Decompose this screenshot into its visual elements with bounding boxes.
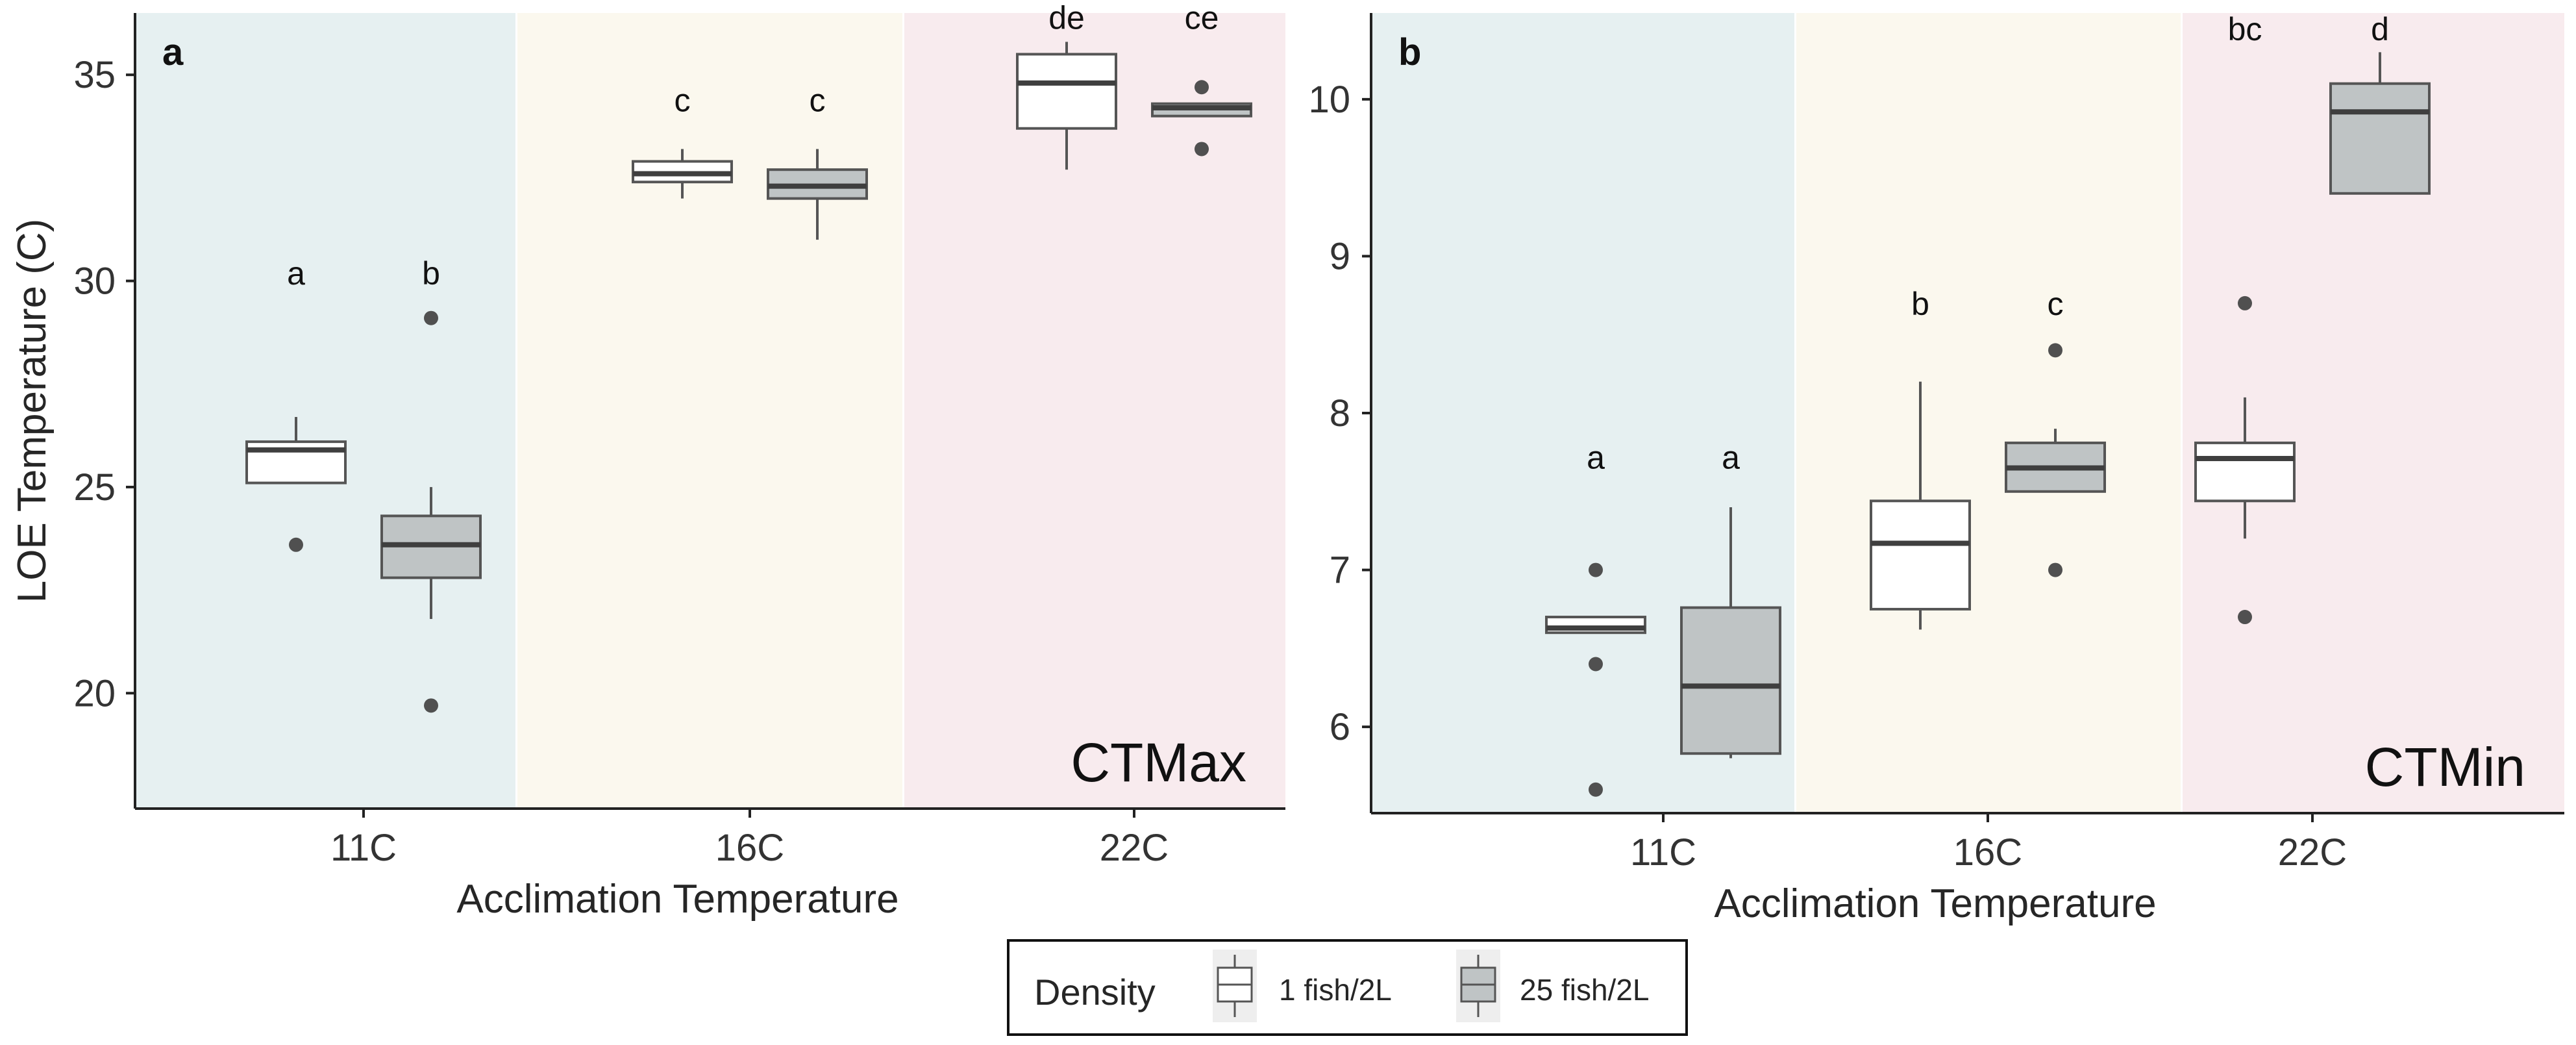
x-tick-label: 16C [715, 827, 784, 869]
outlier-point [2238, 610, 2252, 625]
background-band-16C [517, 13, 902, 809]
panel-label: b [1398, 31, 1421, 73]
legend-title: Density [1034, 972, 1156, 1013]
legend-frame [1007, 939, 1688, 1036]
boxplot-22C-25fish: ce [1151, 0, 1252, 157]
y-tick-label: 6 [1330, 706, 1350, 748]
significance-letter: ce [1185, 0, 1219, 36]
significance-letter: d [2371, 11, 2389, 47]
y-tick-label: 9 [1330, 235, 1350, 277]
y-tick-label: 35 [73, 54, 116, 96]
y-tick-label: 20 [73, 672, 116, 714]
significance-letter: de [1048, 0, 1085, 36]
outlier-point [2048, 343, 2062, 358]
y-tick-label: 30 [73, 260, 116, 303]
background-band-11C [135, 13, 515, 809]
significance-letter: a [287, 255, 305, 292]
significance-letter: a [1587, 440, 1605, 476]
boxplot-22C-25fish: d [2329, 11, 2431, 195]
significance-letter: c [675, 82, 691, 118]
legend: Density 1 fish/2L 25 fish/2L [1007, 939, 1688, 1036]
x-axis-title: Acclimation Temperature [456, 877, 898, 922]
x-tick-label: 11C [1630, 831, 1696, 874]
boxplot-16C-1fish: b [1870, 286, 1971, 630]
legend-item-label: 1 fish/2L [1279, 973, 1392, 1007]
box-body [1016, 53, 1117, 130]
significance-letter: b [1911, 286, 1929, 322]
boxplot-16C-1fish: c [632, 82, 733, 199]
boxplot-22C-1fish: de [1016, 0, 1117, 170]
box-body [1870, 499, 1971, 611]
outlier-point [2048, 562, 2062, 577]
boxplot-22C-1fish: bc [2194, 11, 2296, 625]
x-axis-title: Acclimation Temperature [1714, 881, 2156, 926]
significance-letter: c [2048, 286, 2064, 322]
corner-label: CTMin [2365, 737, 2525, 798]
box-body [2329, 82, 2431, 195]
significance-letter: bc [2228, 11, 2262, 47]
corner-label: CTMax [1071, 732, 1246, 793]
y-tick-label: 25 [73, 466, 116, 509]
x-tick-label: 16C [1953, 831, 2022, 874]
outlier-point [424, 698, 438, 713]
panel-b: 6 7 8 9 10 11C 16C 22C Acclimation Temperature a a… [1308, 11, 2564, 926]
boxplot-11C-1fish: a [245, 255, 347, 552]
x-tick-label: 22C [2278, 831, 2347, 874]
boxplot-11C-25fish: a [1680, 440, 1781, 759]
outlier-point [1589, 782, 1603, 797]
boxplot-16C-25fish: c [767, 82, 868, 240]
boxplot-11C-1fish: a [1545, 440, 1646, 797]
x-tick-label: 22C [1100, 827, 1169, 869]
y-tick-label: 7 [1330, 549, 1350, 592]
significance-letter: c [810, 82, 826, 118]
outlier-point [1589, 657, 1603, 672]
y-axis-title: LOE Temperature (C) [10, 219, 55, 603]
boxplot-11C-25fish: b [380, 255, 482, 713]
boxplot-16C-25fish: c [2005, 286, 2106, 577]
y-tick-label: 10 [1308, 79, 1350, 121]
background-band-16C [1796, 13, 2181, 813]
significance-letter: b [422, 255, 440, 292]
panel-a: 20 25 30 35 11C 16C 22C Acclimation Temperature… [10, 0, 1285, 922]
y-tick-label: 8 [1330, 392, 1350, 434]
outlier-point [1195, 80, 1209, 95]
outlier-point [1195, 142, 1209, 157]
outlier-point [2238, 296, 2252, 310]
outlier-point [289, 537, 303, 552]
outlier-point [1589, 562, 1603, 577]
outlier-point [424, 310, 438, 325]
x-tick-label: 11C [330, 827, 397, 869]
box-body [1680, 606, 1781, 755]
legend-item-label: 25 fish/2L [1520, 973, 1649, 1007]
box-body [2194, 441, 2296, 503]
significance-letter: a [1722, 440, 1740, 476]
background-band-22C [904, 13, 1285, 809]
panel-label: a [162, 31, 184, 73]
